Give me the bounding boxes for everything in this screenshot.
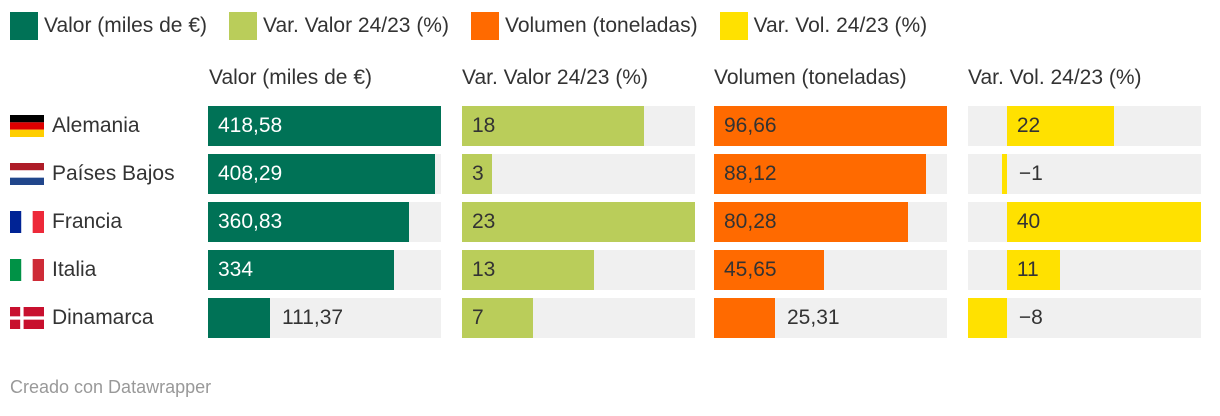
country-label: Italia — [10, 250, 96, 290]
flag-germany-icon — [10, 115, 44, 137]
data-label: −1 — [1018, 162, 1043, 185]
data-bar — [208, 298, 270, 338]
data-bar — [714, 106, 947, 146]
data-label: 11 — [1016, 258, 1039, 281]
legend-label: Var. Vol. 24/23 (%) — [753, 14, 928, 37]
data-label: 40 — [1016, 210, 1041, 233]
data-bar — [1006, 250, 1061, 290]
data-label: 334 — [218, 258, 254, 281]
data-label: 7 — [472, 306, 484, 329]
data-bar — [1001, 154, 1007, 194]
data-label: 23 — [472, 210, 496, 233]
column-header-var-vol: Var. Vol. 24/23 (%) — [968, 66, 1142, 89]
data-label: 18 — [472, 114, 496, 137]
legend-item-volumen: Volumen (toneladas) — [470, 12, 698, 40]
country-name: Países Bajos — [52, 162, 175, 185]
legend-swatch — [470, 12, 499, 40]
country-label: Alemania — [10, 106, 140, 146]
data-bar — [1006, 202, 1201, 242]
data-bar — [462, 202, 695, 242]
data-label: 80,28 — [724, 210, 777, 233]
data-label: 418,58 — [218, 114, 283, 137]
data-label: −8 — [1018, 306, 1043, 329]
data-bar — [714, 202, 908, 242]
data-label: 13 — [472, 258, 496, 281]
footer-credit: Creado con Datawrapper — [10, 377, 212, 397]
data-label: 360,83 — [218, 210, 283, 233]
country-name: Italia — [52, 258, 97, 281]
data-label: 45,65 — [724, 258, 777, 281]
bar-track — [968, 154, 1201, 194]
data-bar — [462, 298, 533, 338]
data-label: 22 — [1016, 114, 1041, 137]
country-label: Francia — [10, 202, 122, 242]
bar-track — [968, 298, 1201, 338]
data-bar — [208, 250, 394, 290]
legend-item-valor: Valor (miles de €) — [10, 12, 207, 40]
data-bar — [714, 250, 825, 290]
legend-label: Valor (miles de €) — [44, 14, 207, 37]
legend-item-var-valor: Var. Valor 24/23 (%) — [229, 12, 449, 40]
legend-label: Volumen (toneladas) — [504, 14, 698, 37]
flag-netherlands-icon — [10, 163, 44, 185]
data-bar — [714, 154, 927, 194]
flag-france-icon — [10, 211, 44, 233]
flag-italy-icon — [10, 259, 44, 281]
flag-denmark-icon — [10, 307, 44, 329]
legend-swatch — [719, 12, 748, 40]
country-name: Dinamarca — [52, 306, 154, 329]
data-bar — [1006, 106, 1114, 146]
legend-swatch — [229, 12, 257, 40]
data-label: 111,37 — [281, 306, 344, 329]
data-bar — [462, 154, 493, 194]
country-label: Dinamarca — [10, 298, 154, 338]
data-label: 25,31 — [787, 306, 840, 329]
data-label: 96,66 — [724, 114, 777, 137]
country-name: Alemania — [52, 114, 140, 137]
legend-item-var-vol: Var. Vol. 24/23 (%) — [719, 12, 928, 40]
data-label: 408,29 — [218, 162, 283, 185]
legend-label: Var. Valor 24/23 (%) — [263, 14, 449, 37]
column-header-valor: Valor (miles de €) — [209, 66, 372, 89]
data-bar — [462, 250, 594, 290]
column-header-var-valor: Var. Valor 24/23 (%) — [462, 66, 648, 89]
data-label: 3 — [472, 162, 484, 185]
data-bar — [208, 154, 436, 194]
bar-track — [462, 154, 695, 194]
bar-track — [968, 250, 1201, 290]
country-name: Francia — [52, 210, 123, 233]
data-bar — [462, 106, 645, 146]
data-bar — [714, 298, 775, 338]
data-bar — [208, 202, 409, 242]
chart-legend: Valor (miles de €) Var. Valor 24/23 (%) … — [10, 11, 949, 41]
data-label: 88,12 — [724, 162, 777, 185]
country-label: Países Bajos — [10, 154, 175, 194]
data-bar — [968, 298, 1007, 338]
data-bar — [208, 106, 441, 146]
column-header-volumen: Volumen (toneladas) — [714, 66, 907, 89]
legend-swatch — [10, 12, 38, 40]
